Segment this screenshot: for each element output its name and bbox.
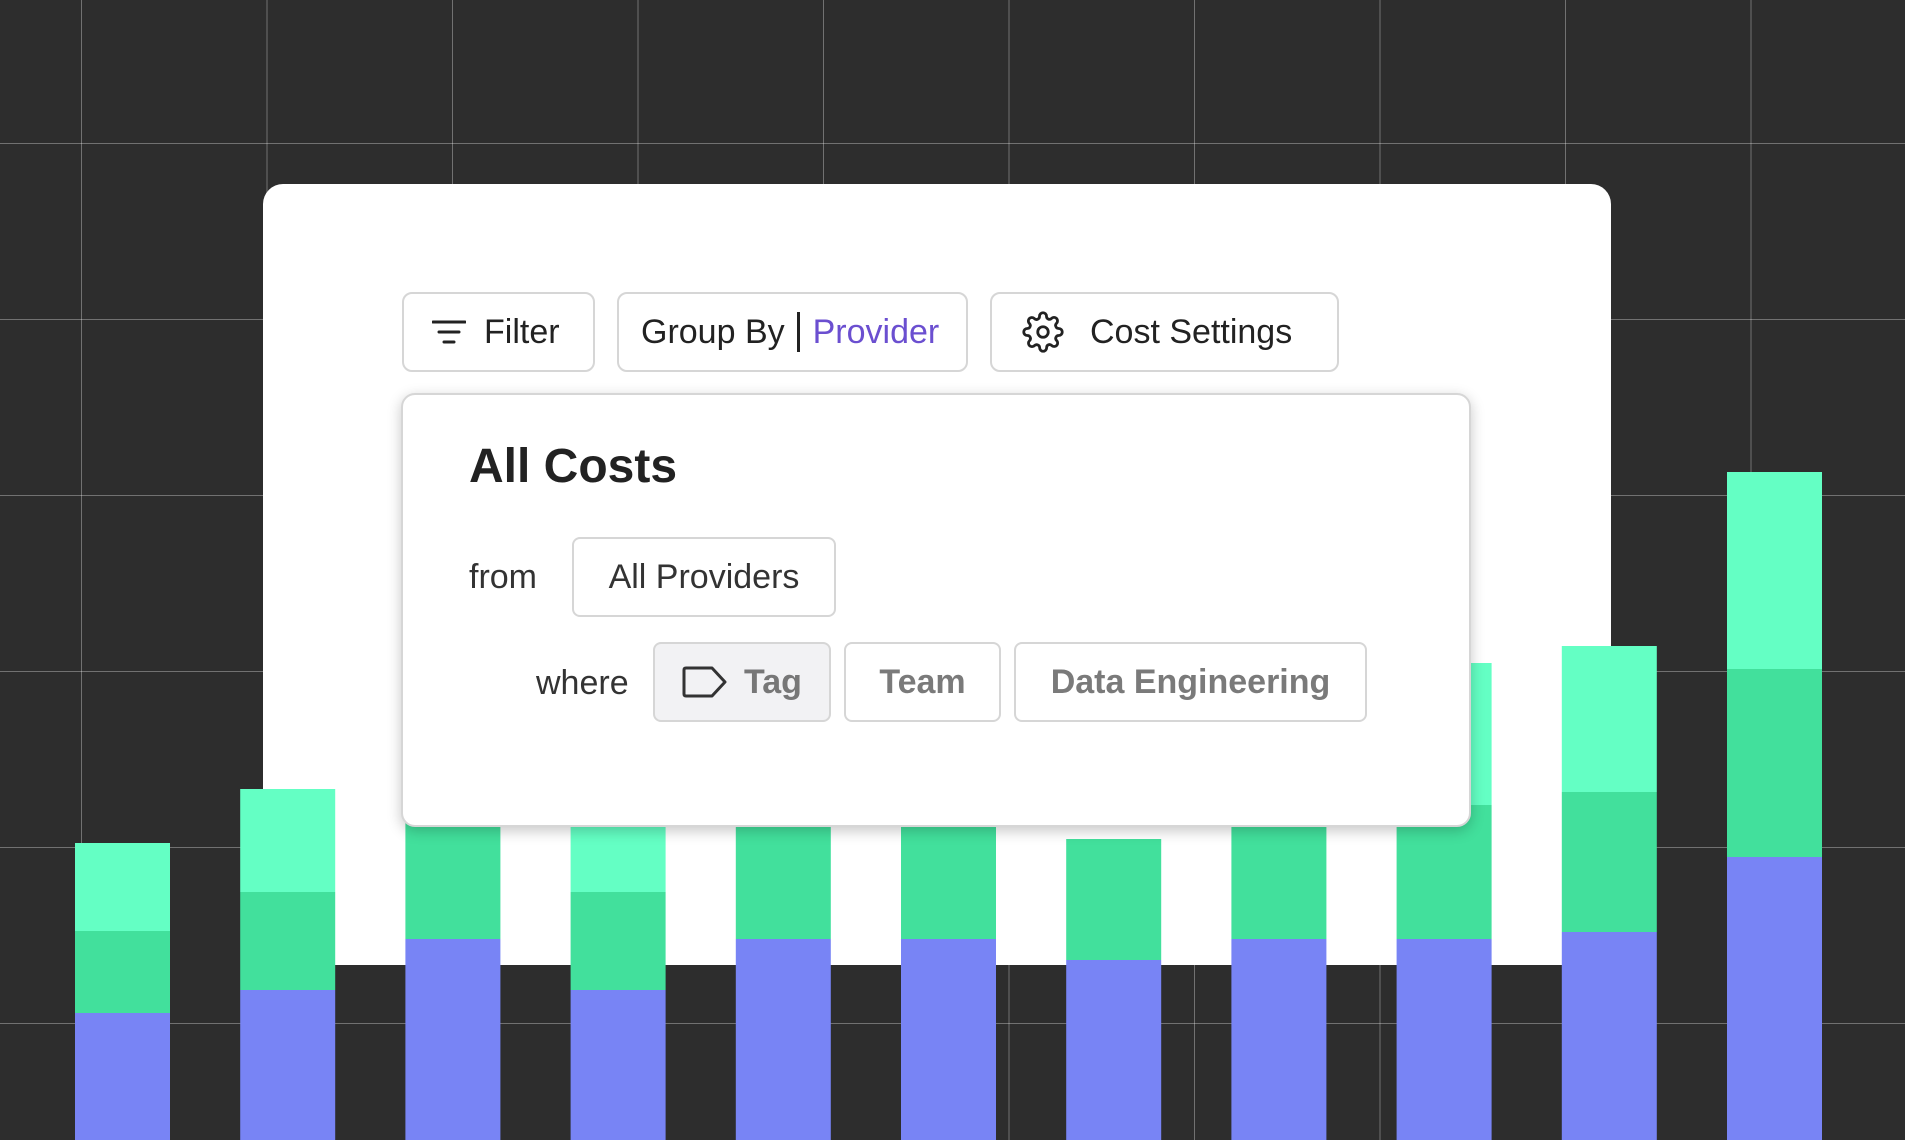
bar-1-segment-2 xyxy=(75,931,170,1013)
bar-1-segment-3 xyxy=(75,843,170,931)
bar-4-segment-2 xyxy=(570,892,666,990)
condition-type-tag[interactable]: Tag xyxy=(653,642,831,722)
query-popover: All Costs from All Providers where Tag T… xyxy=(401,393,1471,827)
bar-10-segment-2 xyxy=(1561,792,1657,932)
bar-8-segment-2 xyxy=(1231,809,1327,939)
bar-9-segment-1 xyxy=(1396,939,1492,1140)
group-by-label: Group By xyxy=(641,312,785,351)
bar-6-segment-2 xyxy=(901,817,996,939)
provider-select[interactable]: All Providers xyxy=(572,537,836,617)
bar-4-segment-1 xyxy=(570,990,666,1140)
bar-11-segment-3 xyxy=(1727,472,1822,669)
filter-button[interactable]: Filter xyxy=(402,292,595,372)
condition-value-chip[interactable]: Data Engineering xyxy=(1014,642,1367,722)
cost-settings-label: Cost Settings xyxy=(1090,312,1293,351)
filter-lines-icon xyxy=(432,319,466,345)
bar-11-segment-2 xyxy=(1727,669,1822,857)
query-title: All Costs xyxy=(469,440,678,493)
bar-3-segment-1 xyxy=(405,939,501,1140)
bar-5-segment-2 xyxy=(735,817,831,939)
bar-7-segment-2 xyxy=(1066,839,1162,960)
from-label: from xyxy=(469,558,537,596)
gear-icon xyxy=(1022,311,1064,353)
condition-key-chip[interactable]: Team xyxy=(844,642,1001,722)
bar-2-segment-3 xyxy=(240,789,336,892)
bar-10-segment-1 xyxy=(1561,932,1657,1140)
group-by-button[interactable]: Group By Provider xyxy=(617,292,968,372)
bar-2-segment-1 xyxy=(240,990,336,1140)
bar-1-segment-1 xyxy=(75,1013,170,1140)
bar-9-segment-2 xyxy=(1396,805,1492,939)
bar-5-segment-1 xyxy=(735,939,831,1140)
bar-8-segment-1 xyxy=(1231,939,1327,1140)
bar-11-segment-1 xyxy=(1727,857,1822,1140)
where-label: where xyxy=(536,664,629,702)
bar-2-segment-2 xyxy=(240,892,336,990)
tag-icon xyxy=(682,665,728,699)
condition-type-label: Tag xyxy=(744,662,802,701)
toolbar: Filter Group By Provider Cost Settings xyxy=(402,292,1339,374)
bar-3-segment-2 xyxy=(405,817,501,939)
group-by-value: Provider xyxy=(812,312,940,351)
group-by-divider xyxy=(796,312,800,352)
bar-7-segment-1 xyxy=(1066,960,1162,1140)
filter-label: Filter xyxy=(484,312,560,351)
bar-6-segment-1 xyxy=(901,939,996,1140)
cost-settings-button[interactable]: Cost Settings xyxy=(990,292,1339,372)
bar-10-segment-3 xyxy=(1561,646,1657,792)
